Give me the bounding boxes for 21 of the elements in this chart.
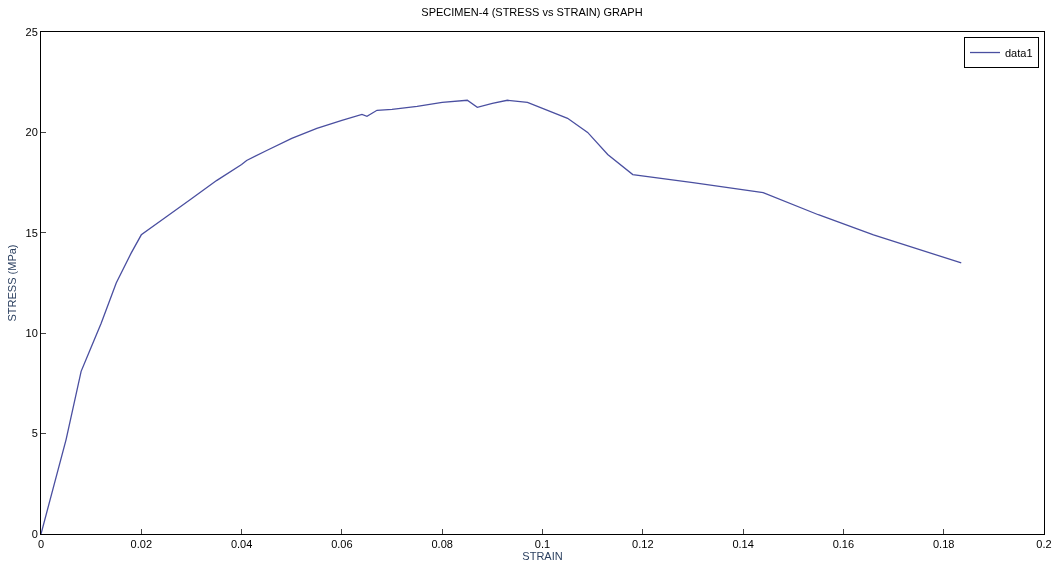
y-tick-label: 20	[25, 126, 38, 139]
y-tick-label: 15	[25, 226, 38, 239]
x-tick-label: 0.16	[832, 538, 855, 551]
legend-label: data1	[1004, 46, 1033, 59]
x-tick-label: 0.04	[230, 538, 253, 551]
x-axis-title: STRAIN	[522, 550, 563, 563]
chart-title: SPECIMEN-4 (STRESS vs STRAIN) GRAPH	[421, 6, 643, 19]
y-axis-title: STRESS (MPa)	[6, 244, 19, 322]
y-tick-label: 25	[25, 25, 38, 38]
x-tick-label: 0.2	[1036, 538, 1052, 551]
x-tick-label: 0.14	[732, 538, 754, 551]
x-tick-label: 0.1	[534, 538, 551, 551]
x-tick-label: 0.08	[431, 538, 453, 551]
y-tick-label: 10	[25, 327, 38, 340]
line-series	[41, 99, 962, 534]
y-tick-label: 0	[31, 527, 38, 540]
x-tick-label: 0.18	[932, 538, 955, 551]
x-tick-label: 0.06	[331, 538, 353, 551]
x-tick-label: 0.12	[632, 538, 654, 551]
y-tick-label: 5	[31, 427, 38, 440]
x-tick-label: 0.02	[130, 538, 153, 551]
